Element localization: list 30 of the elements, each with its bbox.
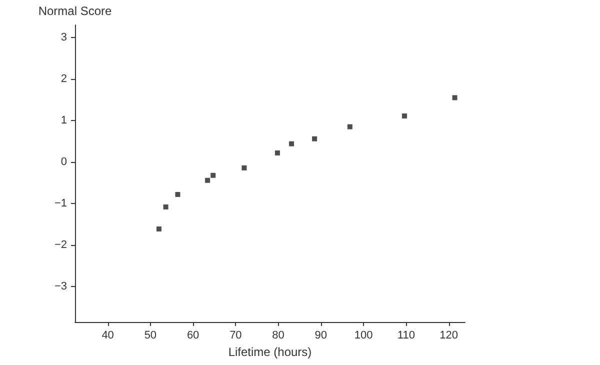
- point: [312, 136, 318, 142]
- point: [210, 172, 216, 178]
- x-tick-label: 50: [144, 330, 157, 342]
- point: [289, 141, 294, 146]
- point: [347, 124, 352, 130]
- y-tick-label: 2: [60, 73, 67, 85]
- point: [274, 150, 280, 156]
- point: [452, 95, 458, 100]
- point: [163, 204, 168, 210]
- point: [205, 178, 210, 183]
- x-tick-label: 80: [272, 330, 284, 342]
- point: [402, 113, 407, 118]
- x-tick-label: 110: [397, 330, 415, 342]
- y-axis-title: Normal Score: [38, 4, 112, 18]
- x-tick-label: 90: [314, 330, 328, 342]
- y-tick-label: −2: [54, 239, 67, 252]
- point: [156, 226, 162, 232]
- point: [175, 192, 180, 197]
- y-tick-label: 0: [60, 156, 67, 168]
- x-tick-label: 60: [186, 330, 200, 342]
- point: [242, 165, 247, 170]
- y-tick-label: 1: [60, 114, 67, 127]
- x-tick-label: 120: [440, 330, 458, 342]
- y-tick-label: 3: [60, 31, 67, 44]
- y-tick-label: −3: [54, 280, 67, 293]
- x-tick-label: 40: [102, 330, 114, 342]
- x-axis-title: Lifetime (hours): [228, 344, 312, 359]
- x-tick-label: 100: [354, 330, 373, 342]
- x-tick-label: 70: [230, 330, 242, 342]
- y-tick-label: −1: [54, 198, 67, 210]
